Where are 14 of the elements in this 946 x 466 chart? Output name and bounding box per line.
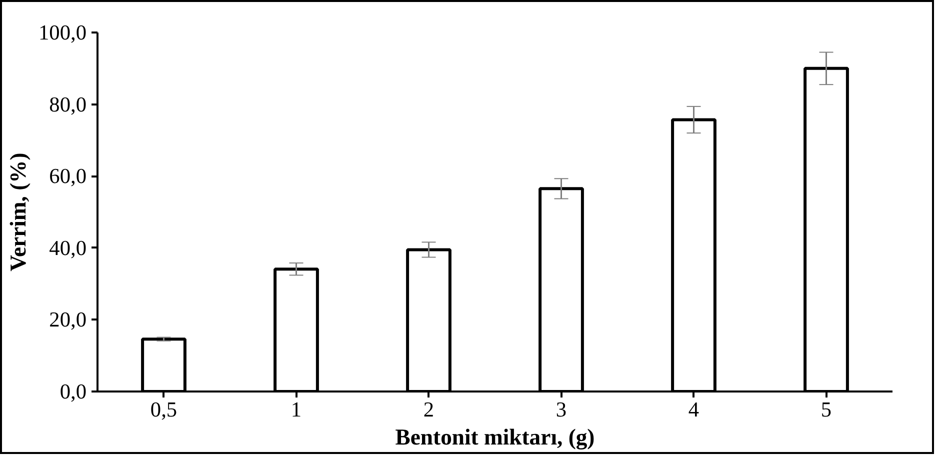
x-tick-label: 2 xyxy=(423,398,434,422)
x-tick-label: 0,5 xyxy=(150,398,178,422)
y-tick-label: 60,0 xyxy=(49,164,87,188)
x-axis-title: Bentonit miktarı, (g) xyxy=(395,424,595,450)
y-tick-label: 20,0 xyxy=(49,308,87,332)
y-axis-title: Verrim, (%) xyxy=(6,152,31,272)
y-tick-label: 80,0 xyxy=(49,92,87,116)
y-tick-label: 40,0 xyxy=(49,236,87,260)
x-tick-label: 4 xyxy=(688,398,700,422)
x-tick-label: 5 xyxy=(820,398,832,422)
x-tick-label: 3 xyxy=(556,398,567,422)
y-tick-label: 100,0 xyxy=(38,20,87,44)
x-tick-label: 1 xyxy=(290,398,302,422)
y-tick-label: 0,0 xyxy=(60,380,87,404)
